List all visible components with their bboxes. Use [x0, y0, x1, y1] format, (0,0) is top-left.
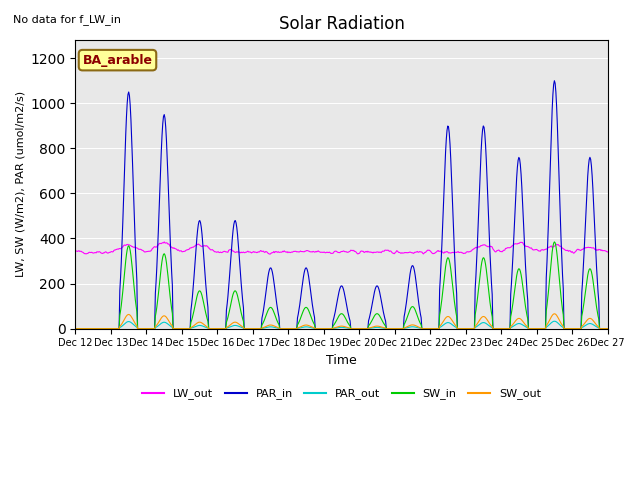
- LW_out: [81, 251, 89, 256]
- LW_out: [136, 246, 143, 252]
- SW_in: [136, 326, 143, 332]
- PAR_out: [81, 326, 89, 332]
- SW_in: [190, 308, 198, 314]
- Line: LW_out: LW_out: [76, 242, 608, 254]
- PAR_in: [136, 326, 143, 332]
- Text: BA_arable: BA_arable: [83, 54, 152, 67]
- SW_out: [604, 326, 612, 332]
- Text: No data for f_LW_in: No data for f_LW_in: [13, 14, 121, 25]
- Title: Solar Radiation: Solar Radiation: [278, 15, 404, 33]
- SW_out: [218, 326, 226, 332]
- PAR_out: [136, 326, 143, 332]
- SW_out: [72, 326, 79, 332]
- LW_out: [266, 251, 274, 257]
- Line: PAR_out: PAR_out: [76, 321, 608, 329]
- SW_in: [72, 326, 79, 332]
- PAR_in: [406, 271, 414, 277]
- PAR_in: [218, 326, 226, 332]
- Line: SW_out: SW_out: [76, 314, 608, 329]
- X-axis label: Time: Time: [326, 354, 357, 367]
- SW_in: [604, 326, 612, 332]
- SW_out: [190, 323, 198, 329]
- PAR_in: [190, 276, 198, 282]
- LW_out: [161, 239, 168, 245]
- LW_out: [72, 249, 79, 254]
- PAR_in: [550, 78, 558, 84]
- Line: SW_in: SW_in: [76, 242, 608, 329]
- Legend: LW_out, PAR_in, PAR_out, SW_in, SW_out: LW_out, PAR_in, PAR_out, SW_in, SW_out: [138, 384, 545, 404]
- Line: PAR_in: PAR_in: [76, 81, 608, 329]
- SW_in: [81, 326, 89, 332]
- PAR_out: [190, 324, 198, 330]
- PAR_in: [72, 326, 79, 332]
- Y-axis label: LW, SW (W/m2), PAR (umol/m2/s): LW, SW (W/m2), PAR (umol/m2/s): [15, 91, 25, 277]
- PAR_out: [72, 326, 79, 332]
- LW_out: [219, 249, 227, 255]
- SW_out: [550, 311, 558, 317]
- SW_in: [406, 307, 414, 312]
- SW_out: [422, 326, 429, 332]
- PAR_in: [81, 326, 89, 332]
- PAR_out: [218, 326, 226, 332]
- PAR_in: [604, 326, 612, 332]
- SW_in: [422, 326, 429, 332]
- PAR_out: [550, 318, 558, 324]
- SW_in: [550, 239, 558, 245]
- SW_out: [136, 326, 143, 332]
- SW_out: [406, 323, 414, 328]
- PAR_out: [422, 326, 429, 332]
- SW_out: [81, 326, 89, 332]
- SW_in: [218, 326, 226, 332]
- LW_out: [604, 249, 612, 255]
- LW_out: [408, 250, 415, 255]
- PAR_in: [422, 326, 429, 332]
- PAR_out: [406, 324, 414, 330]
- LW_out: [423, 248, 431, 253]
- LW_out: [191, 243, 198, 249]
- PAR_out: [604, 326, 612, 332]
